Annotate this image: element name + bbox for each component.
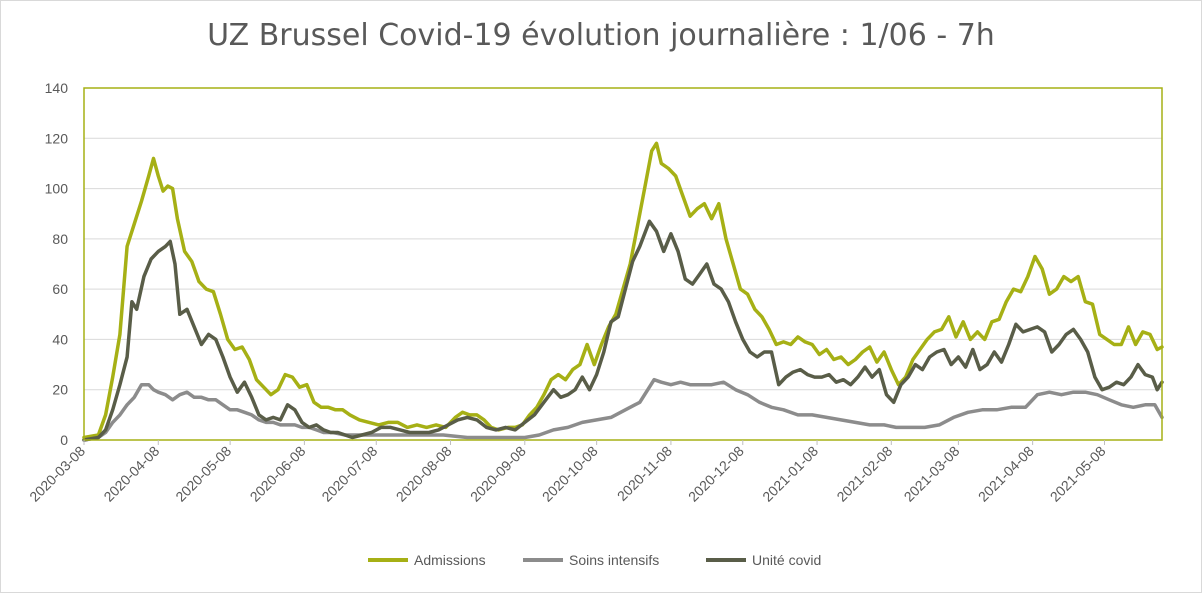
legend: Admissions Soins intensifs Unité covid xyxy=(368,552,821,568)
series-line-3 xyxy=(82,219,1164,442)
x-tick-label: 2021-04-08 xyxy=(975,443,1037,505)
chart-title: UZ Brussel Covid-19 évolution journalièr… xyxy=(207,18,995,53)
x-tick-label: 2020-06-08 xyxy=(247,443,309,505)
legend-label: Unité covid xyxy=(752,552,821,568)
x-tick-label: 2020-08-08 xyxy=(393,443,455,505)
series-line-2 xyxy=(82,377,1164,442)
legend-label: Soins intensifs xyxy=(569,552,659,568)
x-tick-label: 2021-01-08 xyxy=(759,443,821,505)
x-tick-label: 2020-04-08 xyxy=(100,443,162,505)
x-tick-label: 2020-03-08 xyxy=(26,443,88,505)
x-tick-label: 2020-10-08 xyxy=(539,443,601,505)
y-tick-label: 20 xyxy=(52,382,68,398)
y-tick-label: 60 xyxy=(52,281,68,297)
series-line-1 xyxy=(82,141,1164,440)
series-lines xyxy=(82,141,1164,442)
plot-area-border xyxy=(83,87,1163,441)
y-tick-label: 100 xyxy=(45,181,69,197)
x-tick-label: 2020-11-08 xyxy=(614,443,675,504)
y-tick-label: 140 xyxy=(45,80,69,96)
x-tick-label: 2021-02-08 xyxy=(833,443,895,505)
x-tick-label: 2021-03-08 xyxy=(901,443,963,505)
legend-label: Admissions xyxy=(414,552,486,568)
y-axis: 0 20 40 60 80 100 120 140 xyxy=(45,80,69,448)
x-tick-label: 2021-05-08 xyxy=(1047,443,1109,505)
x-axis: 2020-03-08 2020-04-08 2020-05-08 2020-06-08… xyxy=(26,440,1109,505)
x-tick-label: 2020-07-08 xyxy=(318,443,380,505)
x-tick-label: 2020-09-08 xyxy=(467,443,529,505)
y-tick-label: 40 xyxy=(52,331,68,347)
y-tick-label: 0 xyxy=(60,432,68,448)
y-tick-label: 80 xyxy=(52,231,68,247)
x-tick-label: 2020-05-08 xyxy=(172,443,234,505)
y-tick-label: 120 xyxy=(45,130,69,146)
x-tick-label: 2020-12-08 xyxy=(685,443,747,505)
